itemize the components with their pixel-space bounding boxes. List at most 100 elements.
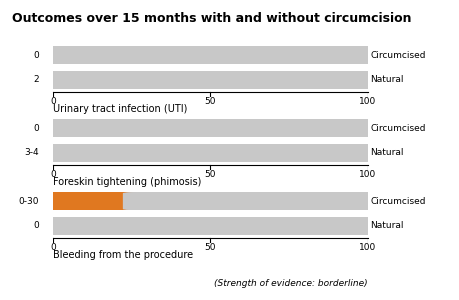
FancyBboxPatch shape	[236, 217, 288, 235]
FancyBboxPatch shape	[41, 46, 93, 64]
FancyBboxPatch shape	[283, 71, 335, 89]
FancyBboxPatch shape	[151, 71, 203, 89]
FancyBboxPatch shape	[274, 46, 325, 64]
FancyBboxPatch shape	[154, 46, 206, 64]
FancyBboxPatch shape	[195, 144, 247, 162]
Text: 0: 0	[50, 170, 56, 179]
FancyBboxPatch shape	[53, 46, 106, 64]
FancyBboxPatch shape	[261, 71, 313, 89]
FancyBboxPatch shape	[192, 217, 244, 235]
FancyBboxPatch shape	[211, 71, 263, 89]
FancyBboxPatch shape	[207, 46, 259, 64]
FancyBboxPatch shape	[280, 192, 332, 210]
FancyBboxPatch shape	[60, 144, 112, 162]
FancyBboxPatch shape	[201, 217, 253, 235]
FancyBboxPatch shape	[226, 119, 278, 137]
FancyBboxPatch shape	[185, 217, 237, 235]
FancyBboxPatch shape	[239, 144, 291, 162]
FancyBboxPatch shape	[60, 217, 112, 235]
FancyBboxPatch shape	[110, 217, 162, 235]
FancyBboxPatch shape	[258, 119, 310, 137]
FancyBboxPatch shape	[327, 71, 379, 89]
FancyBboxPatch shape	[248, 217, 300, 235]
FancyBboxPatch shape	[311, 144, 363, 162]
FancyBboxPatch shape	[66, 71, 118, 89]
FancyBboxPatch shape	[283, 46, 335, 64]
FancyBboxPatch shape	[179, 217, 231, 235]
FancyBboxPatch shape	[173, 46, 225, 64]
FancyBboxPatch shape	[242, 71, 294, 89]
FancyBboxPatch shape	[138, 144, 190, 162]
FancyBboxPatch shape	[277, 46, 329, 64]
FancyBboxPatch shape	[135, 192, 187, 210]
FancyBboxPatch shape	[101, 46, 152, 64]
FancyBboxPatch shape	[223, 119, 275, 137]
FancyBboxPatch shape	[50, 192, 102, 210]
FancyBboxPatch shape	[34, 71, 87, 89]
FancyBboxPatch shape	[75, 144, 128, 162]
FancyBboxPatch shape	[230, 71, 281, 89]
FancyBboxPatch shape	[255, 144, 307, 162]
FancyBboxPatch shape	[204, 217, 257, 235]
FancyBboxPatch shape	[286, 71, 338, 89]
FancyBboxPatch shape	[185, 46, 237, 64]
FancyBboxPatch shape	[82, 71, 134, 89]
FancyBboxPatch shape	[201, 192, 253, 210]
FancyBboxPatch shape	[327, 144, 379, 162]
FancyBboxPatch shape	[305, 46, 357, 64]
FancyBboxPatch shape	[230, 192, 281, 210]
FancyBboxPatch shape	[305, 119, 357, 137]
FancyBboxPatch shape	[44, 119, 96, 137]
FancyBboxPatch shape	[104, 192, 156, 210]
FancyBboxPatch shape	[28, 71, 80, 89]
FancyBboxPatch shape	[113, 144, 165, 162]
FancyBboxPatch shape	[75, 71, 128, 89]
FancyBboxPatch shape	[299, 192, 351, 210]
FancyBboxPatch shape	[299, 46, 351, 64]
FancyBboxPatch shape	[255, 119, 307, 137]
FancyBboxPatch shape	[340, 119, 392, 137]
FancyBboxPatch shape	[116, 119, 168, 137]
FancyBboxPatch shape	[82, 192, 134, 210]
FancyBboxPatch shape	[132, 71, 184, 89]
FancyBboxPatch shape	[135, 144, 187, 162]
FancyBboxPatch shape	[53, 217, 106, 235]
FancyBboxPatch shape	[274, 144, 325, 162]
FancyBboxPatch shape	[305, 71, 357, 89]
FancyBboxPatch shape	[299, 71, 351, 89]
FancyBboxPatch shape	[239, 119, 291, 137]
FancyBboxPatch shape	[220, 71, 272, 89]
FancyBboxPatch shape	[239, 71, 291, 89]
FancyBboxPatch shape	[56, 119, 109, 137]
FancyBboxPatch shape	[126, 217, 178, 235]
FancyBboxPatch shape	[217, 144, 269, 162]
FancyBboxPatch shape	[88, 192, 140, 210]
FancyBboxPatch shape	[311, 217, 363, 235]
FancyBboxPatch shape	[31, 71, 84, 89]
FancyBboxPatch shape	[78, 119, 131, 137]
FancyBboxPatch shape	[192, 71, 244, 89]
FancyBboxPatch shape	[239, 192, 291, 210]
FancyBboxPatch shape	[53, 71, 106, 89]
FancyBboxPatch shape	[170, 217, 222, 235]
FancyBboxPatch shape	[274, 71, 325, 89]
FancyBboxPatch shape	[340, 192, 392, 210]
FancyBboxPatch shape	[248, 119, 300, 137]
FancyBboxPatch shape	[82, 119, 134, 137]
Text: 50: 50	[204, 97, 216, 106]
FancyBboxPatch shape	[34, 192, 87, 210]
FancyBboxPatch shape	[129, 46, 181, 64]
FancyBboxPatch shape	[60, 71, 112, 89]
FancyBboxPatch shape	[141, 217, 194, 235]
FancyBboxPatch shape	[176, 71, 228, 89]
FancyBboxPatch shape	[211, 192, 263, 210]
FancyBboxPatch shape	[91, 192, 143, 210]
FancyBboxPatch shape	[101, 217, 152, 235]
FancyBboxPatch shape	[85, 119, 137, 137]
FancyBboxPatch shape	[38, 71, 90, 89]
FancyBboxPatch shape	[214, 119, 266, 137]
FancyBboxPatch shape	[280, 144, 332, 162]
FancyBboxPatch shape	[289, 217, 341, 235]
FancyBboxPatch shape	[233, 217, 285, 235]
FancyBboxPatch shape	[50, 144, 102, 162]
